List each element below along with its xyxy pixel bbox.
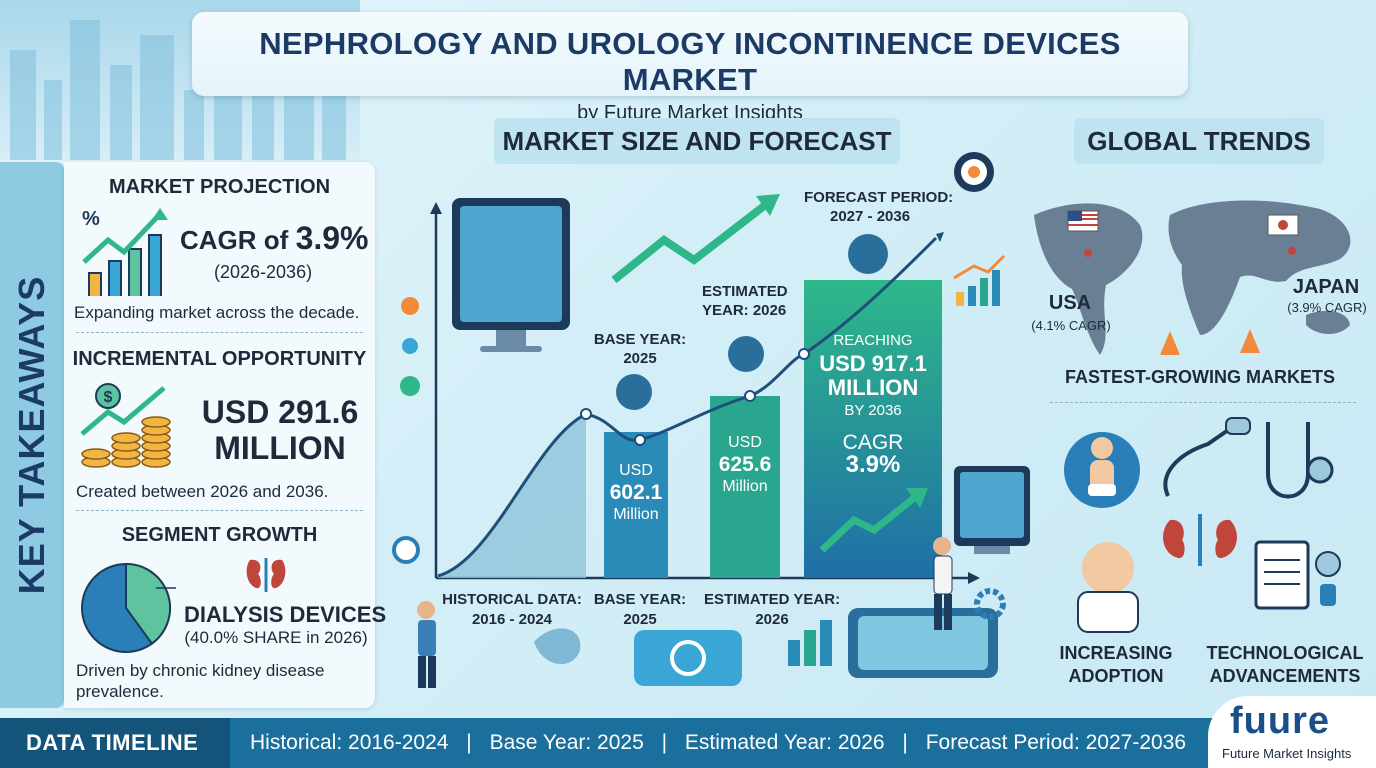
logo-wordmark: fuure [1230, 700, 1330, 742]
divider [1050, 402, 1356, 403]
technological-advancements-label: TECHNOLOGICAL ADVANCEMENTS [1206, 643, 1364, 686]
usa-label: USA [1048, 292, 1092, 314]
logo-caption: Future Market Insights [1222, 746, 1352, 761]
building-icon [848, 234, 888, 274]
global-trends-heading: GLOBAL TRENDS [1074, 118, 1324, 164]
device-pad-icon [634, 630, 742, 686]
brand-logo: fuure Future Market Insights [1208, 696, 1376, 768]
key-takeaways-panel: MARKET PROJECTION % CAGR of 3.9% (2026-2… [64, 162, 387, 708]
person-icon [933, 537, 951, 555]
data-timeline-label: DATA TIMELINE [0, 718, 230, 768]
page-title: NEPHROLOGY AND UROLOGY INCONTINENCE DEVI… [259, 26, 1121, 97]
cagr-value: 3.9% [295, 220, 369, 256]
cog-icon [974, 588, 1006, 620]
person-icon [417, 601, 435, 619]
stethoscope-icon [1266, 422, 1310, 499]
estimated-year-label: ESTIMATED YEAR: 2026 [702, 283, 788, 319]
svg-text:$: $ [104, 389, 113, 406]
kidney-icon [246, 558, 286, 592]
segment-note: Driven by chronic kidney disease prevale… [76, 661, 325, 701]
rocket-icon [1160, 331, 1180, 355]
timeline-items: Historical: 2016-2024 | Base Year: 2025 … [250, 731, 1187, 754]
projection-note: Expanding market across the decade. [74, 303, 360, 322]
data-point [634, 434, 646, 446]
timeline-dot [400, 376, 420, 396]
forecast-chart-svg [392, 152, 1030, 688]
timeline-estimated-year: Estimated Year: 2026 [684, 731, 885, 754]
divider [76, 332, 363, 333]
eurasia-africa-landmass [1168, 200, 1351, 335]
data-point [798, 348, 810, 360]
market-forecast-chart: FORECAST PERIOD: 2027 - 2036 ESTIMATED YEA… [384, 110, 1052, 710]
opportunity-value: USD 291.6 MILLION [201, 394, 359, 466]
timeline-dot [402, 338, 418, 354]
clipboard-icon [1254, 540, 1310, 610]
kidney-icon [1163, 519, 1185, 559]
world-map [1034, 200, 1351, 355]
data-timeline-bar: DATA TIMELINE Historical: 2016-2024 | Ba… [0, 718, 1376, 768]
timeline-forecast-period: Forecast Period: 2027-2036 [925, 731, 1187, 754]
gear-icon [728, 336, 764, 372]
dialysis-devices-slice [125, 562, 172, 645]
cagr-prefix: CAGR of [180, 225, 289, 255]
key-takeaways-sidebar: KEY TAKEAWAYS [0, 162, 64, 708]
americas-landmass [1034, 203, 1143, 355]
opportunity-note: Created between 2026 and 2036. [76, 482, 329, 501]
estimated-year-value: USD 625.6 Million [718, 434, 772, 495]
doctor-icon [1082, 542, 1134, 594]
fastest-growing-label: FASTEST-GROWING MARKETS [1065, 367, 1335, 387]
trend-icons [1064, 417, 1341, 633]
base-year-column [604, 432, 668, 578]
title-banner: NEPHROLOGY AND UROLOGY INCONTINENCE DEVI… [192, 12, 1188, 124]
estimated-year-column [710, 396, 780, 578]
donut-icon [392, 536, 420, 564]
australia-landmass [1306, 310, 1350, 334]
catheter-icon [534, 628, 581, 665]
forecast-period-label: FORECAST PERIOD: 2027 - 2036 [804, 189, 954, 225]
market-size-heading: MARKET SIZE AND FORECAST [494, 118, 900, 164]
org-chart-icon [616, 374, 652, 410]
timeline-dot [401, 297, 419, 315]
base-year-label: BASE YEAR: 2025 [593, 331, 687, 367]
cagr-period: (2026-2036) [214, 262, 313, 282]
forecast-value: REACHING USD 917.1 MILLION BY 2036 CAGR … [819, 332, 927, 478]
growth-arrow-icon [611, 202, 767, 284]
japan-label: JAPAN [1292, 276, 1360, 298]
growth-chart-icon: % [80, 206, 170, 296]
timeline-base-year: Base Year: 2025 [489, 731, 644, 754]
forecast-line [437, 236, 938, 578]
japan-cagr: (3.9% CAGR) [1287, 300, 1367, 315]
estimated-year-axis-label: ESTIMATED YEAR: 2026 [703, 591, 841, 628]
rocket-icon [1240, 329, 1260, 353]
historical-area [438, 414, 586, 578]
historical-data-label: HISTORICAL DATA: 2016 - 2024 [442, 591, 582, 628]
incremental-opportunity-heading: INCREMENTAL OPPORTUNITY [72, 348, 367, 370]
segment-share: (40.0% SHARE in 2026) [184, 628, 368, 647]
base-year-axis-label: BASE YEAR: 2025 [593, 591, 687, 628]
usa-cagr: (4.1% CAGR) [1031, 318, 1111, 333]
data-point [744, 390, 756, 402]
market-projection-heading: MARKET PROJECTION [108, 176, 331, 198]
increasing-adoption-label: INCREASING ADOPTION [1059, 643, 1173, 686]
key-takeaways-label: KEY TAKEAWAYS [11, 275, 52, 595]
coins-icon: $ [80, 383, 171, 468]
timeline-historical: Historical: 2016-2024 [250, 731, 449, 754]
base-year-value: USD 602.1 Million [609, 462, 663, 523]
segment-pie-chart [81, 562, 176, 653]
data-point [580, 408, 592, 420]
segment-name: DIALYSIS DEVICES [184, 602, 387, 627]
ultrasound-probe-icon [1163, 424, 1236, 497]
segment-growth-heading: SEGMENT GROWTH [121, 524, 318, 546]
divider [76, 510, 363, 511]
